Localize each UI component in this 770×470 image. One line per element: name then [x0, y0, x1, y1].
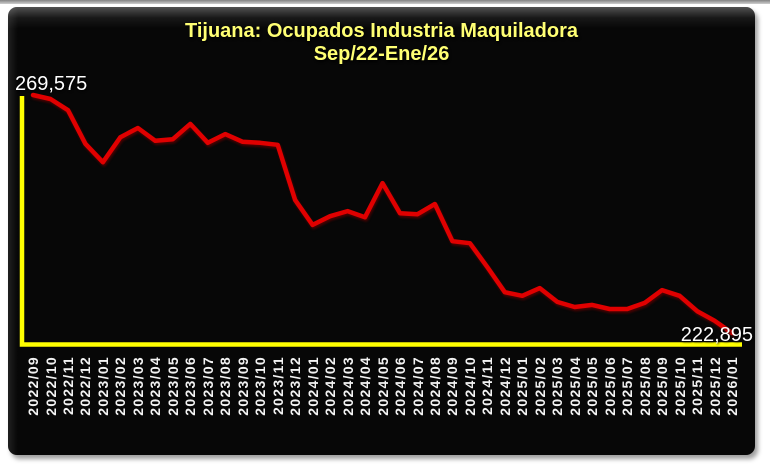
x-tick-label: 2025/09: [654, 356, 671, 416]
x-tick-label: 2024/12: [496, 356, 513, 416]
chart-canvas: [19, 92, 742, 347]
chart-subtitle: Sep/22-Ene/26: [313, 43, 450, 65]
data-line: [30, 92, 735, 336]
x-tick-label: 2024/03: [339, 356, 356, 416]
x-tick-label: 2025/04: [566, 356, 583, 416]
x-tick-label: 2024/07: [409, 356, 426, 416]
x-tick-label: 2025/07: [619, 356, 636, 416]
chart-title-block: Tijuana: Ocupados Industria Maquiladora …: [8, 20, 755, 66]
x-tick-label: 2023/04: [147, 356, 164, 416]
x-tick-label: 2024/10: [461, 356, 478, 416]
chart-panel: Tijuana: Ocupados Industria Maquiladora …: [8, 7, 755, 455]
x-tick-label: 2025/06: [601, 356, 618, 416]
x-tick-label: 2024/09: [444, 356, 461, 416]
x-tick-label: 2025/03: [549, 356, 566, 416]
x-tick-label: 2023/08: [217, 356, 234, 416]
window-top-edge: [0, 0, 770, 4]
x-tick-label: 2025/01: [514, 356, 531, 416]
x-tick-label: 2025/05: [584, 356, 601, 416]
x-tick-label: 2025/10: [671, 356, 688, 416]
x-tick-label: 2023/11: [269, 356, 286, 415]
x-tick-label: 2025/12: [706, 356, 723, 416]
x-tick-label: 2024/02: [322, 356, 339, 416]
x-tick-label: 2022/09: [25, 356, 41, 416]
x-tick-label: 2024/08: [426, 356, 443, 416]
x-tick-label: 2025/08: [636, 356, 653, 416]
x-tick-label: 2023/12: [287, 356, 304, 416]
x-tick-label: 2023/09: [234, 356, 251, 416]
x-tick-label: 2022/10: [42, 356, 59, 416]
x-tick-label: 2024/05: [374, 356, 391, 416]
x-tick-label: 2023/01: [94, 356, 111, 416]
x-tick-label: 2024/06: [392, 356, 408, 416]
x-tick-label: 2023/07: [199, 356, 216, 416]
x-tick-label: 2023/05: [164, 356, 181, 416]
x-tick-label: 2026/01: [724, 356, 740, 416]
x-tick-label: 2024/04: [357, 356, 373, 416]
first-point-value-label: 269,575: [15, 73, 88, 95]
x-axis-labels: 2022/09 2022/10 2022/11 2022/12 2023/01 2023/…: [8, 356, 755, 446]
x-tick-label: 2022/12: [77, 356, 94, 416]
x-tick-label: 2023/02: [112, 356, 129, 416]
x-tick-label: 2024/11: [479, 356, 496, 415]
x-tick-label: 2025/11: [689, 356, 706, 415]
chart-title: Tijuana: Ocupados Industria Maquiladora: [184, 20, 579, 42]
x-tick-label: 2022/11: [60, 356, 76, 415]
x-tick-label: 2023/06: [182, 356, 199, 416]
x-tick-label: 2023/03: [129, 356, 146, 416]
x-tick-label: 2025/02: [531, 356, 548, 416]
x-tick-label: 2024/01: [304, 356, 321, 416]
x-tick-label: 2023/10: [252, 356, 269, 416]
axis-lines: [19, 96, 742, 347]
last-point-value-label: 222,895: [680, 324, 753, 346]
